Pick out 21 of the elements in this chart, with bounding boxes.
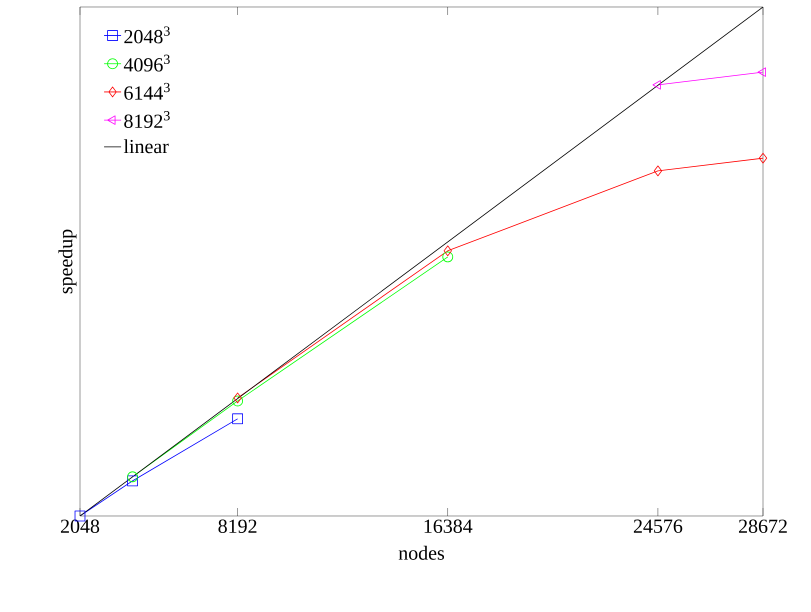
x-tick-label: 8192	[218, 520, 256, 533]
point	[444, 245, 452, 256]
y-axis-title: speedup	[58, 230, 76, 294]
point	[127, 476, 138, 486]
x-tick-label: 24576	[634, 520, 682, 533]
legend-label: 8192$^{3}$	[124, 111, 170, 128]
point	[442, 252, 454, 262]
x-tick-label: 16384	[424, 520, 472, 533]
point	[232, 396, 243, 406]
legend-label: 2048$^{3}$	[124, 26, 170, 44]
x-axis-title: nodes	[398, 546, 444, 560]
x-tick-label: 28672	[738, 520, 787, 533]
point	[233, 392, 242, 404]
point	[654, 166, 662, 176]
legend-label: linear	[124, 139, 169, 154]
legend-label: 4096$^{3}$	[124, 54, 170, 72]
point	[127, 471, 138, 482]
point	[758, 152, 768, 164]
point	[232, 413, 243, 424]
x-tick-label: 2048	[60, 520, 100, 533]
legend-label: 6144$^{3}$	[124, 82, 170, 100]
